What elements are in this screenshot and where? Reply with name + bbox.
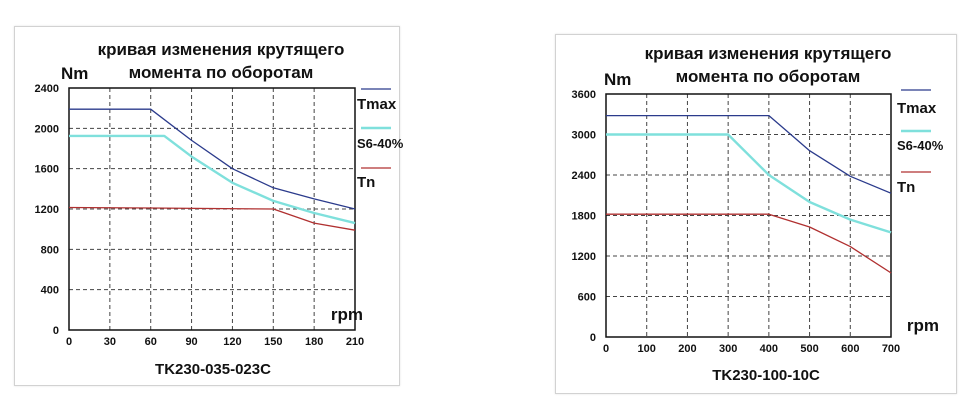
- model-label: TK230-100-10C: [712, 367, 820, 384]
- series-line-tn: [68, 206, 356, 231]
- legend-label-tmax: Tmax: [897, 100, 937, 117]
- x-tick-label: 0: [66, 336, 72, 348]
- x-tick-label: 400: [760, 343, 778, 355]
- y-tick-label: 1800: [572, 211, 596, 223]
- chart-title-line-1: кривая изменения крутящего: [645, 44, 892, 63]
- y-tick-label: 0: [590, 332, 596, 344]
- y-tick-label: 2400: [35, 83, 59, 95]
- x-axis-unit: rpm: [331, 305, 363, 324]
- torque-chart-right: кривая изменения крутящего момента по об…: [572, 44, 944, 384]
- y-tick-label: 0: [53, 325, 59, 337]
- chart-panel-right: кривая изменения крутящего момента по об…: [555, 34, 957, 394]
- y-tick-label: 2400: [572, 170, 596, 182]
- x-tick-label: 600: [841, 343, 859, 355]
- x-tick-label: 300: [719, 343, 737, 355]
- x-tick-label: 210: [346, 336, 364, 348]
- torque-chart-left: кривая изменения крутящего момента по об…: [35, 40, 404, 378]
- chart-title-line-2: момента по оборотам: [129, 63, 314, 82]
- y-tick-label: 600: [578, 292, 596, 304]
- x-tick-label: 100: [638, 343, 656, 355]
- x-tick-label: 200: [678, 343, 696, 355]
- x-tick-label: 30: [104, 336, 116, 348]
- x-tick-label: 60: [145, 336, 157, 348]
- y-tick-label: 1200: [572, 251, 596, 263]
- y-tick-label: 1600: [35, 164, 59, 176]
- y-axis-unit: Nm: [604, 70, 631, 89]
- y-axis-unit: Nm: [61, 64, 88, 83]
- x-axis-unit: rpm: [907, 316, 939, 335]
- series-line-tn: [606, 213, 892, 274]
- legend-label-tn: Tn: [897, 179, 915, 196]
- x-tick-label: 500: [800, 343, 818, 355]
- y-tick-label: 400: [41, 285, 59, 297]
- chart-panel-left: кривая изменения крутящего момента по об…: [14, 26, 404, 386]
- model-label: TK230-035-023C: [155, 361, 271, 378]
- legend-label-tn: Tn: [357, 174, 375, 191]
- y-tick-label: 800: [41, 244, 59, 256]
- chart-title-line-2: момента по оборотам: [676, 67, 861, 86]
- legend-label-s6: S6-40%: [897, 138, 944, 153]
- legend-label-tmax: Tmax: [357, 96, 397, 113]
- y-tick-label: 3600: [572, 89, 596, 101]
- x-tick-label: 150: [264, 336, 282, 348]
- x-tick-label: 180: [305, 336, 323, 348]
- series-line-tmax: [606, 114, 892, 194]
- chart-title-line-1: кривая изменения крутящего: [98, 40, 345, 59]
- plot-frame: [605, 93, 892, 338]
- series-line-tmax: [69, 108, 356, 210]
- legend-label-s6: S6-40%: [357, 136, 404, 151]
- x-tick-label: 90: [185, 336, 197, 348]
- series-line-s6-40: [606, 133, 892, 234]
- y-tick-label: 2000: [35, 123, 59, 135]
- y-tick-label: 3000: [572, 130, 596, 142]
- y-tick-label: 1200: [35, 204, 59, 216]
- x-tick-label: 0: [603, 343, 609, 355]
- series-line-s6-40: [69, 134, 356, 225]
- x-tick-label: 120: [223, 336, 241, 348]
- x-tick-label: 700: [882, 343, 900, 355]
